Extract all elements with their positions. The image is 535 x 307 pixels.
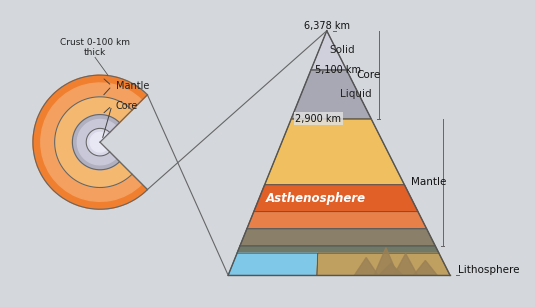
Wedge shape: [33, 75, 148, 209]
Text: Mantle: Mantle: [411, 177, 446, 187]
Text: Liquid: Liquid: [340, 89, 371, 99]
Polygon shape: [265, 119, 404, 185]
Polygon shape: [291, 70, 371, 119]
Wedge shape: [72, 115, 119, 170]
Polygon shape: [247, 212, 426, 229]
Polygon shape: [240, 229, 435, 246]
Text: 2,900 km: 2,900 km: [295, 114, 341, 124]
Wedge shape: [55, 97, 132, 188]
Text: Core: Core: [116, 101, 138, 111]
Text: Core: Core: [357, 70, 381, 80]
Polygon shape: [354, 258, 378, 275]
Polygon shape: [317, 253, 450, 275]
Text: Asthenosphere: Asthenosphere: [265, 192, 365, 205]
Wedge shape: [90, 132, 107, 152]
Polygon shape: [379, 263, 403, 275]
Wedge shape: [41, 83, 142, 201]
Text: Crust 0-100 km
thick: Crust 0-100 km thick: [60, 38, 130, 57]
Text: 5,100 km: 5,100 km: [315, 65, 361, 75]
Polygon shape: [394, 254, 417, 275]
Text: Solid: Solid: [330, 45, 355, 55]
Text: 6,378 km: 6,378 km: [304, 21, 350, 31]
Wedge shape: [78, 119, 116, 165]
Wedge shape: [86, 128, 110, 156]
Polygon shape: [254, 185, 418, 212]
Polygon shape: [237, 246, 439, 253]
Text: Lithosphere: Lithosphere: [458, 265, 519, 275]
Polygon shape: [414, 260, 437, 275]
Polygon shape: [374, 248, 398, 275]
Text: Mantle: Mantle: [116, 81, 149, 91]
Polygon shape: [228, 253, 318, 275]
Polygon shape: [311, 31, 347, 70]
